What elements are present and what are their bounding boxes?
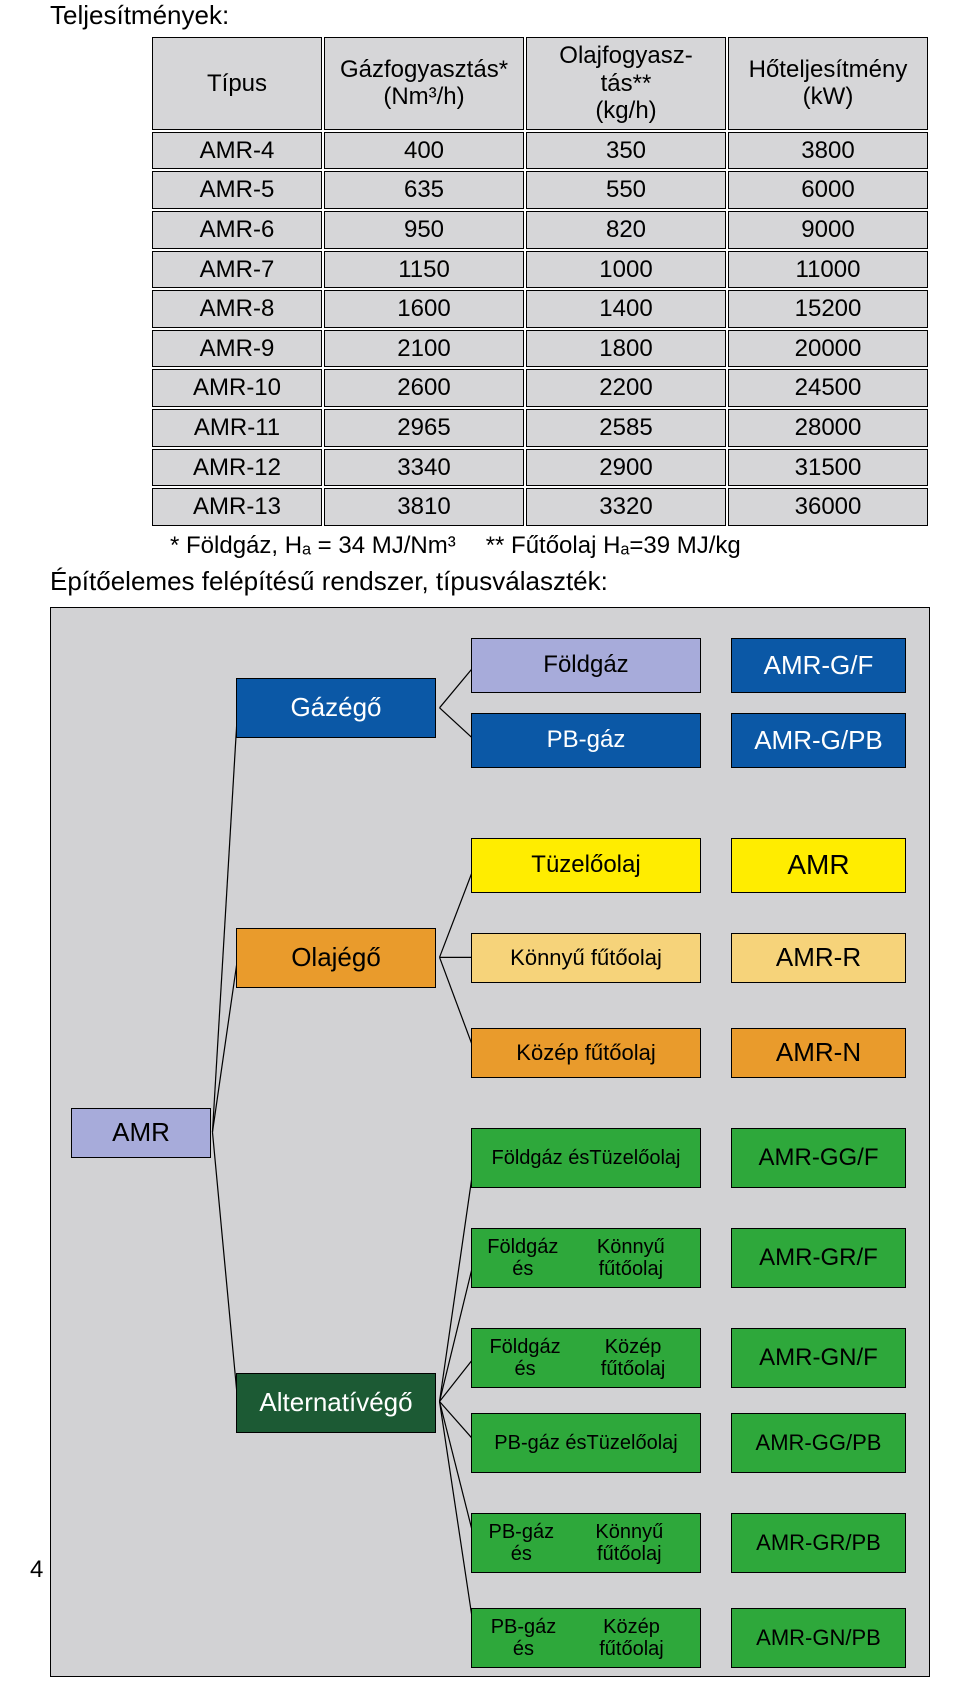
diagram-node-c8: Földgáz ésKözép fűtőolaj — [471, 1328, 701, 1388]
table-cell: 1600 — [324, 290, 524, 328]
table-cell: 550 — [526, 171, 726, 209]
table-row: AMR-133810332036000 — [152, 488, 928, 526]
diagram-node-olaj: Olajégő — [236, 928, 436, 988]
diagram-node-r6: AMR-GG/F — [731, 1128, 906, 1188]
diagram-title: Építőelemes felépítésű rendszer, típusvá… — [50, 566, 930, 597]
table-cell: 635 — [324, 171, 524, 209]
table-cell: 350 — [526, 132, 726, 170]
table-cell: 1150 — [324, 251, 524, 289]
table-row: AMR-81600140015200 — [152, 290, 928, 328]
page-number: 4 — [30, 1556, 43, 1584]
table-cell: AMR-8 — [152, 290, 322, 328]
table-cell: 1800 — [526, 330, 726, 368]
table-cell: 2600 — [324, 369, 524, 407]
footnote-1: * Földgáz, Hₐ = 34 MJ/Nm³ — [170, 532, 456, 560]
table-cell: 2965 — [324, 409, 524, 447]
table-cell: AMR-13 — [152, 488, 322, 526]
table-cell: 11000 — [728, 251, 928, 289]
diagram-node-r3: AMR — [731, 838, 906, 893]
table-row: AMR-123340290031500 — [152, 449, 928, 487]
diagram-node-root: AMR — [71, 1108, 211, 1158]
diagram-node-r11: AMR-GN/PB — [731, 1608, 906, 1668]
table-cell: 3340 — [324, 449, 524, 487]
table-cell: 6000 — [728, 171, 928, 209]
table-cell: 1000 — [526, 251, 726, 289]
table-row: AMR-69508209000 — [152, 211, 928, 249]
table-cell: 9000 — [728, 211, 928, 249]
table-cell: 3320 — [526, 488, 726, 526]
performance-table: TípusGázfogyasztás*(Nm³/h)Olajfogyasz-tá… — [150, 35, 930, 528]
diagram-node-r9: AMR-GG/PB — [731, 1413, 906, 1473]
table-cell: 2100 — [324, 330, 524, 368]
table-cell: AMR-9 — [152, 330, 322, 368]
diagram-node-c2: PB-gáz — [471, 713, 701, 768]
table-row: AMR-92100180020000 — [152, 330, 928, 368]
table-cell: 20000 — [728, 330, 928, 368]
table-header: Hőteljesítmény(kW) — [728, 37, 928, 130]
table-cell: 2585 — [526, 409, 726, 447]
diagram-node-c9: PB-gáz ésTüzelőolaj — [471, 1413, 701, 1473]
table-cell: AMR-4 — [152, 132, 322, 170]
table-header: Típus — [152, 37, 322, 130]
table-cell: 28000 — [728, 409, 928, 447]
diagram-node-c4: Könnyű fűtőolaj — [471, 933, 701, 983]
table-cell: AMR-7 — [152, 251, 322, 289]
table-row: AMR-102600220024500 — [152, 369, 928, 407]
diagram-node-r7: AMR-GR/F — [731, 1228, 906, 1288]
table-cell: 3810 — [324, 488, 524, 526]
footnote-2: ** Fűtőolaj Hₐ=39 MJ/kg — [486, 532, 741, 560]
diagram-node-r1: AMR-G/F — [731, 638, 906, 693]
table-cell: 36000 — [728, 488, 928, 526]
diagram-node-alt: Alternatívégő — [236, 1373, 436, 1433]
table-cell: AMR-11 — [152, 409, 322, 447]
table-cell: 3800 — [728, 132, 928, 170]
diagram-node-r2: AMR-G/PB — [731, 713, 906, 768]
diagram-node-gaz: Gázégő — [236, 678, 436, 738]
table-cell: 820 — [526, 211, 726, 249]
table-cell: 24500 — [728, 369, 928, 407]
table-cell: 2900 — [526, 449, 726, 487]
table-row: AMR-56355506000 — [152, 171, 928, 209]
diagram-node-c7: Földgáz ésKönnyű fűtőolaj — [471, 1228, 701, 1288]
diagram-node-c5: Közép fűtőolaj — [471, 1028, 701, 1078]
table-row: AMR-44003503800 — [152, 132, 928, 170]
table-cell: 1400 — [526, 290, 726, 328]
section-title: Teljesítmények: — [50, 0, 930, 31]
table-cell: AMR-12 — [152, 449, 322, 487]
table-footnotes: * Földgáz, Hₐ = 34 MJ/Nm³ ** Fűtőolaj Hₐ… — [170, 532, 930, 560]
table-cell: AMR-10 — [152, 369, 322, 407]
type-selection-diagram: AMR Gázégő Olajégő Alternatívégő Földgáz PB-g… — [50, 607, 930, 1677]
table-cell: 2200 — [526, 369, 726, 407]
table-header: Olajfogyasz-tás**(kg/h) — [526, 37, 726, 130]
diagram-node-c6: Földgáz ésTüzelőolaj — [471, 1128, 701, 1188]
diagram-node-r10: AMR-GR/PB — [731, 1513, 906, 1573]
table-cell: 400 — [324, 132, 524, 170]
table-row: AMR-112965258528000 — [152, 409, 928, 447]
table-cell: AMR-6 — [152, 211, 322, 249]
diagram-node-c1: Földgáz — [471, 638, 701, 693]
diagram-node-c11: PB-gáz ésKözép fűtőolaj — [471, 1608, 701, 1668]
diagram-node-r5: AMR-N — [731, 1028, 906, 1078]
diagram-node-r8: AMR-GN/F — [731, 1328, 906, 1388]
diagram-node-c3: Tüzelőolaj — [471, 838, 701, 893]
diagram-node-r4: AMR-R — [731, 933, 906, 983]
table-cell: AMR-5 — [152, 171, 322, 209]
table-cell: 950 — [324, 211, 524, 249]
diagram-node-c10: PB-gáz ésKönnyű fűtőolaj — [471, 1513, 701, 1573]
table-row: AMR-71150100011000 — [152, 251, 928, 289]
table-cell: 15200 — [728, 290, 928, 328]
table-cell: 31500 — [728, 449, 928, 487]
table-header: Gázfogyasztás*(Nm³/h) — [324, 37, 524, 130]
